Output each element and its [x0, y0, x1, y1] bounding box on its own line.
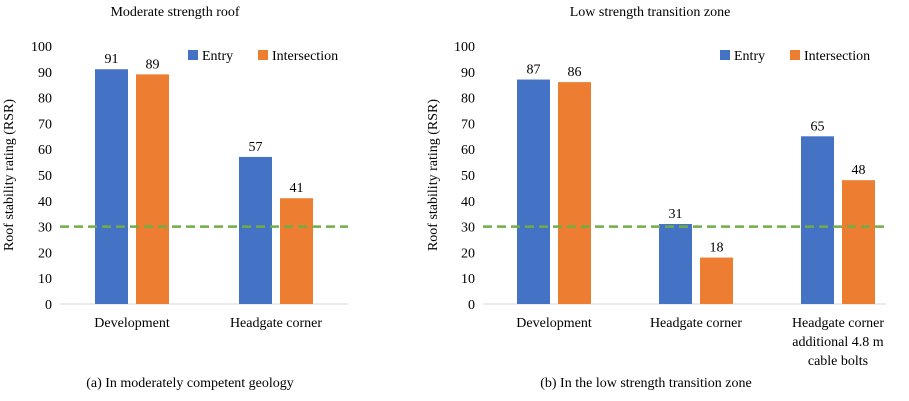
x-tick-label: Development — [94, 316, 170, 331]
bar-intersection — [136, 74, 169, 304]
legend-swatch-entry — [720, 50, 730, 60]
legend-label: Intersection — [272, 49, 338, 64]
legend-swatch-intersection — [258, 50, 268, 60]
bar-entry — [239, 156, 272, 304]
legend-swatch-intersection — [790, 50, 800, 60]
figure-caption: (b) In the low strength transition zone — [540, 376, 752, 391]
chart-a: Moderate strength roof 0 10 20 30 40 50 60 70 80 9… — [2, 5, 348, 391]
data-label: 57 — [249, 140, 263, 155]
chart-title: Low strength transition zone — [570, 5, 731, 20]
y-axis-title: Roof stability rating (RSR) — [2, 99, 17, 251]
data-label: 48 — [852, 163, 866, 178]
y-tick-label: 30 — [38, 221, 52, 236]
y-tick-label: 80 — [461, 92, 475, 107]
y-tick-label: 50 — [38, 169, 52, 184]
y-tick-label: 10 — [461, 272, 475, 287]
y-tick-label: 100 — [31, 40, 52, 55]
y-tick-label: 20 — [461, 246, 475, 261]
data-label: 87 — [527, 63, 541, 78]
data-label: 89 — [146, 57, 160, 72]
legend-swatch-entry — [188, 50, 198, 60]
data-label: 65 — [811, 119, 825, 134]
x-tick-label: Headgate corner — [230, 316, 322, 331]
x-tick-label: cable bolts — [808, 354, 868, 369]
y-tick-label: 80 — [38, 92, 52, 107]
bar-entry — [517, 79, 550, 304]
y-tick-label: 20 — [38, 246, 52, 261]
chart-b: Low strength transition zone 0 10 20 30 40 50 6… — [426, 5, 886, 391]
x-tick-label: Development — [516, 316, 592, 331]
y-tick-label: 50 — [461, 169, 475, 184]
y-tick-label: 60 — [461, 143, 475, 158]
data-label: 18 — [710, 241, 724, 256]
y-tick-label: 100 — [454, 40, 475, 55]
y-tick-label: 40 — [38, 195, 52, 210]
data-label: 91 — [105, 52, 119, 67]
y-tick-label: 70 — [38, 117, 52, 132]
y-tick-label: 90 — [461, 66, 475, 81]
data-label: 31 — [669, 207, 683, 222]
data-label: 86 — [568, 65, 582, 80]
y-tick-label: 10 — [38, 272, 52, 287]
y-tick-label: 30 — [461, 221, 475, 236]
y-tick-label: 60 — [38, 143, 52, 158]
legend-label: Entry — [734, 49, 765, 64]
x-tick-label: Headgate corner — [650, 316, 742, 331]
x-tick-label: additional 4.8 m — [792, 335, 883, 350]
bar-entry — [659, 224, 692, 304]
y-axis-title: Roof stability rating (RSR) — [426, 99, 441, 251]
y-tick-label: 90 — [38, 66, 52, 81]
y-tick-label: 0 — [468, 298, 475, 313]
bar-entry — [801, 136, 834, 304]
bar-intersection — [558, 82, 591, 305]
y-tick-label: 40 — [461, 195, 475, 210]
x-tick-label: Headgate corner — [792, 316, 884, 331]
y-tick-label: 70 — [461, 117, 475, 132]
bar-entry — [95, 69, 128, 304]
figure-caption: (a) In moderately competent geology — [86, 376, 294, 391]
bar-intersection — [842, 180, 875, 304]
legend-label: Entry — [202, 49, 233, 64]
y-tick-label: 0 — [45, 298, 52, 313]
bar-intersection — [700, 257, 733, 304]
data-label: 41 — [290, 181, 304, 196]
bar-intersection — [280, 198, 313, 304]
chart-title: Moderate strength roof — [110, 5, 239, 20]
legend-label: Intersection — [804, 49, 870, 64]
